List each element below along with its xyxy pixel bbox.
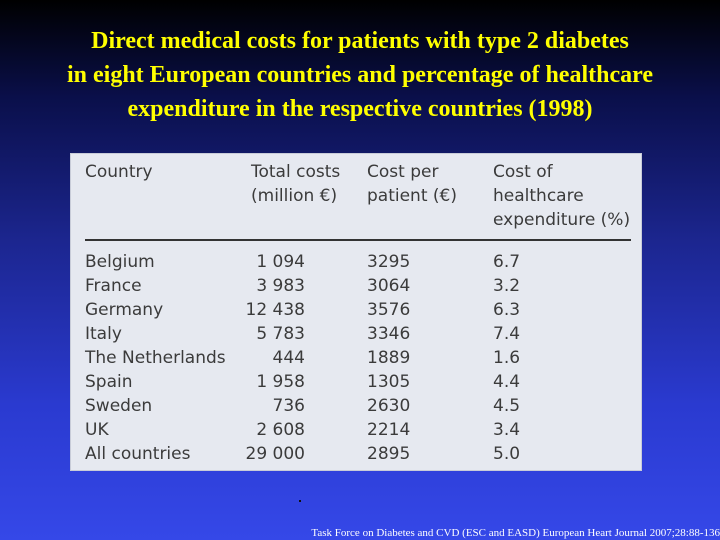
title-line-3: expenditure in the respective countries … [127,96,593,122]
cell-cost-per-patient: 2214 [367,420,411,440]
cell-cost-per-patient: 2895 [367,444,411,464]
cell-total-costs: 444 [272,348,305,368]
header-total-costs: Total costs (million €) [251,160,340,208]
cell-cost-per-patient: 3346 [367,324,411,344]
header-cost-healthcare-line-2: healthcare [493,186,584,206]
title-line-2: in eight European countries and percenta… [67,62,653,88]
cell-cost-per-patient: 1889 [367,348,411,368]
cell-country: Belgium [85,252,155,272]
table-body: Belgium 1 094 3295 6.7 France 3 983 3064… [71,250,641,466]
cell-total-costs: 736 [272,396,305,416]
table-row: Belgium 1 094 3295 6.7 [71,250,641,274]
table-row: UK 2 608 2214 3.4 [71,418,641,442]
header-cost-per-patient-line-1: Cost per [367,162,439,182]
title-line-1: Direct medical costs for patients with t… [91,28,629,54]
header-cost-per-patient-line-2: patient (€) [367,186,457,206]
header-total-costs-line-1: Total costs [251,162,341,182]
cell-total-costs: 1 094 [256,252,305,272]
cell-country: Italy [85,324,122,344]
header-cost-healthcare-line-3: expenditure (%) [493,210,631,230]
table-row: Italy 5 783 3346 7.4 [71,322,641,346]
stray-dot [299,500,301,502]
cell-cost-per-patient: 3064 [367,276,411,296]
cell-total-costs: 5 783 [256,324,305,344]
cell-cost-healthcare: 1.6 [493,348,521,368]
cell-total-costs: 1 958 [256,372,305,392]
cell-cost-healthcare: 7.4 [493,324,521,344]
cell-total-costs: 2 608 [256,420,305,440]
header-cost-healthcare: Cost of healthcare expenditure (%) [493,160,630,232]
cell-cost-healthcare: 5.0 [493,444,521,464]
cell-country: All countries [85,444,191,464]
cell-country: Sweden [85,396,153,416]
table-row: Spain 1 958 1305 4.4 [71,370,641,394]
cell-country: UK [85,420,109,440]
cell-cost-healthcare: 4.5 [493,396,521,416]
table-row: France 3 983 3064 3.2 [71,274,641,298]
table-row: Sweden 736 2630 4.5 [71,394,641,418]
cell-cost-healthcare: 6.3 [493,300,521,320]
cell-country: Germany [85,300,164,320]
cost-table: Country Total costs (million €) Cost per… [70,153,642,471]
cell-cost-healthcare: 6.7 [493,252,521,272]
cell-total-costs: 29 000 [245,444,305,464]
cell-cost-healthcare: 3.2 [493,276,521,296]
cell-cost-per-patient: 3576 [367,300,411,320]
header-total-costs-line-2: (million €) [251,186,338,206]
slide-title: Direct medical costs for patients with t… [0,24,720,126]
cell-country: Spain [85,372,133,392]
cell-country: The Netherlands [85,348,226,368]
cell-cost-healthcare: 3.4 [493,420,521,440]
table-row-total: All countries 29 000 2895 5.0 [71,442,641,466]
cell-cost-per-patient: 3295 [367,252,411,272]
cell-cost-healthcare: 4.4 [493,372,521,392]
header-country: Country [85,162,153,182]
header-divider [85,239,631,241]
cell-total-costs: 3 983 [256,276,305,296]
cell-cost-per-patient: 1305 [367,372,411,392]
header-cost-per-patient: Cost per patient (€) [367,160,457,208]
header-cost-healthcare-line-1: Cost of [493,162,553,182]
cell-country: France [85,276,142,296]
cell-cost-per-patient: 2630 [367,396,411,416]
source-citation: Task Force on Diabetes and CVD (ESC and … [311,527,720,539]
cell-total-costs: 12 438 [245,300,305,320]
table-row: The Netherlands 444 1889 1.6 [71,346,641,370]
table-row: Germany 12 438 3576 6.3 [71,298,641,322]
